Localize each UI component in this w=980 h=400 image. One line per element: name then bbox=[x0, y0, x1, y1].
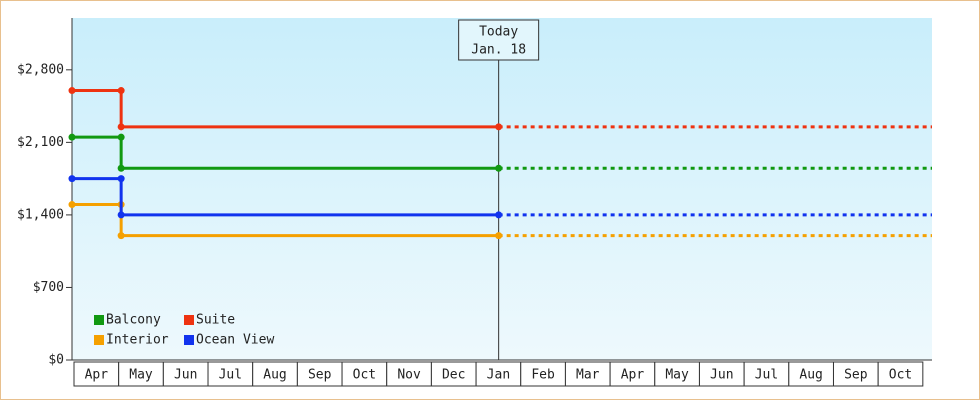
y-tick-label: $2,100 bbox=[17, 135, 64, 150]
x-tick-label: Jun bbox=[174, 368, 197, 383]
x-tick-label: May bbox=[129, 368, 153, 383]
x-tick-label: May bbox=[665, 368, 689, 383]
x-tick-label: Apr bbox=[85, 368, 109, 383]
x-tick-label: Nov bbox=[397, 368, 421, 383]
point bbox=[117, 211, 125, 219]
x-tick-label: Aug bbox=[799, 368, 822, 383]
today-box bbox=[458, 19, 540, 61]
point bbox=[117, 133, 125, 141]
x-tick-label: Oct bbox=[889, 368, 912, 383]
series-line bbox=[72, 135, 499, 170]
x-tick-label: Aug bbox=[263, 368, 286, 383]
point bbox=[495, 211, 503, 219]
x-tick-cell bbox=[118, 361, 164, 387]
series-line bbox=[72, 89, 499, 129]
x-tick-cell bbox=[475, 361, 522, 387]
x-tick-label: Oct bbox=[353, 368, 376, 383]
x-tick-label: Mar bbox=[576, 368, 600, 383]
x-tick-cell bbox=[564, 361, 611, 387]
point bbox=[495, 123, 503, 131]
y-tick-label: $2,800 bbox=[17, 62, 64, 77]
point bbox=[68, 201, 76, 209]
legend-swatch bbox=[184, 315, 194, 325]
x-tick-label: Sep bbox=[308, 368, 332, 383]
x-tick-label: Feb bbox=[531, 368, 555, 383]
y-tick-label: $0 bbox=[48, 353, 64, 368]
x-tick-label: Apr bbox=[621, 368, 645, 383]
y-tick-label: $1,400 bbox=[17, 207, 64, 222]
series-line bbox=[72, 177, 499, 217]
point bbox=[495, 164, 503, 172]
point bbox=[495, 232, 503, 240]
legend-label: Interior bbox=[106, 333, 169, 348]
legend-label: Balcony bbox=[106, 313, 161, 328]
x-tick-label: Jul bbox=[755, 368, 778, 383]
x-tick-label: Jul bbox=[219, 368, 242, 383]
point bbox=[117, 232, 125, 240]
point bbox=[68, 133, 76, 141]
legend-label: Ocean View bbox=[196, 333, 274, 348]
today-label: Jan. 18 bbox=[471, 43, 526, 58]
point bbox=[117, 164, 125, 172]
point bbox=[117, 87, 125, 95]
legend-label: Suite bbox=[196, 313, 235, 328]
series-line bbox=[72, 203, 499, 238]
point bbox=[117, 123, 125, 131]
x-tick-cell bbox=[386, 361, 432, 387]
x-tick-label: Sep bbox=[844, 368, 868, 383]
x-tick-label: Jan bbox=[487, 368, 510, 383]
today-label: Today bbox=[479, 25, 518, 40]
x-tick-cell bbox=[207, 361, 254, 387]
plot-area bbox=[72, 18, 932, 360]
legend-swatch bbox=[94, 335, 104, 345]
x-tick-cell bbox=[877, 361, 924, 387]
point bbox=[68, 87, 76, 95]
x-tick-cell bbox=[743, 361, 790, 387]
x-tick-cell bbox=[252, 361, 298, 387]
x-tick-cell bbox=[609, 361, 656, 387]
x-tick-label: Dec bbox=[442, 368, 465, 383]
legend-swatch bbox=[94, 315, 104, 325]
x-tick-cell bbox=[698, 361, 745, 387]
legend-swatch bbox=[184, 335, 194, 345]
x-tick-cell bbox=[832, 361, 879, 387]
x-tick-cell bbox=[73, 361, 120, 387]
point bbox=[117, 175, 125, 183]
point bbox=[68, 175, 76, 183]
x-tick-label: Jun bbox=[710, 368, 733, 383]
x-tick-cell bbox=[162, 361, 209, 387]
y-tick-label: $700 bbox=[33, 280, 64, 295]
